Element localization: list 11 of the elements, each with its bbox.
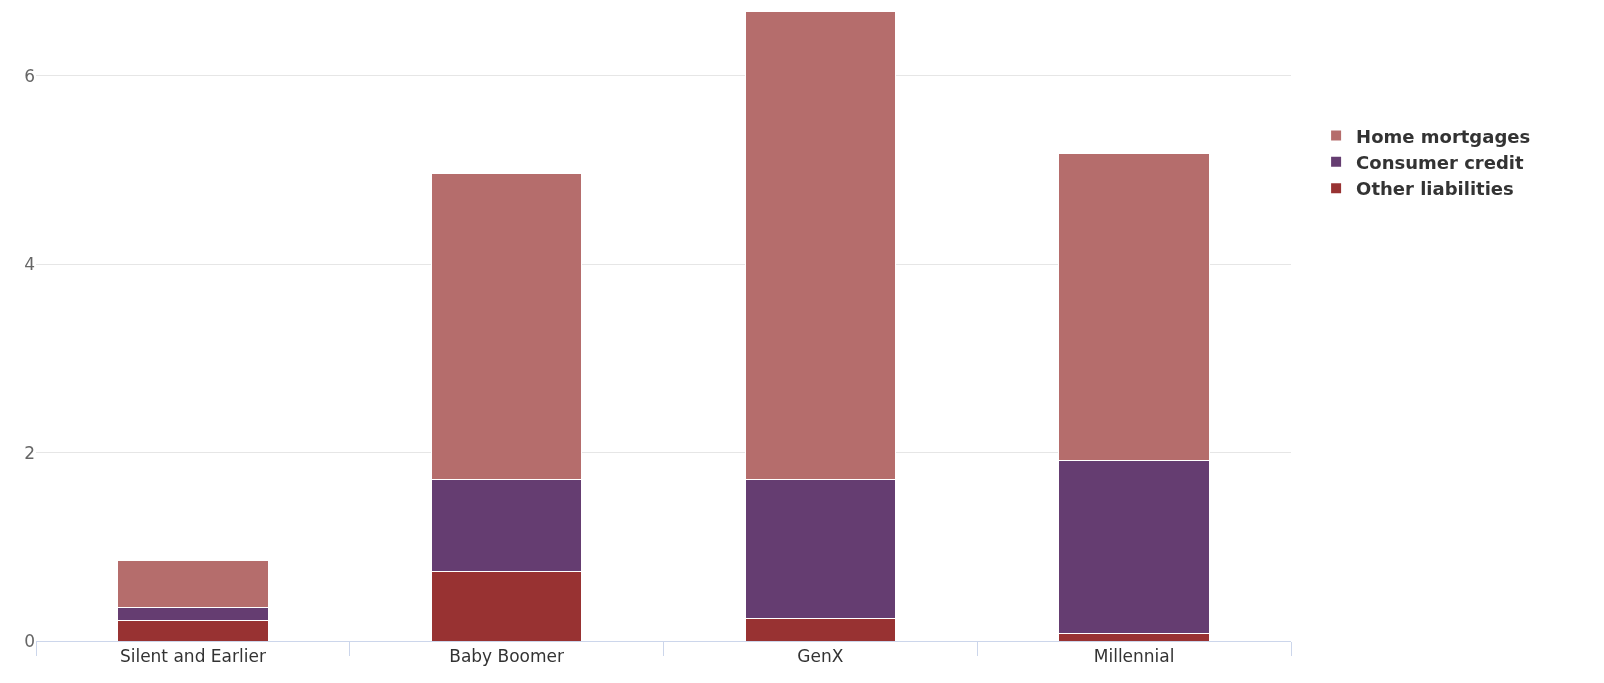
- y-tick-label: 0: [24, 630, 35, 651]
- x-tick-label: Baby Boomer: [449, 646, 565, 667]
- legend-label: Home mortgages: [1356, 125, 1531, 147]
- x-tick-label: Silent and Earlier: [119, 646, 266, 667]
- y-tick-label: 6: [24, 65, 35, 86]
- y-tick-label: 4: [24, 254, 35, 275]
- legend-label: Other liabilities: [1356, 178, 1514, 200]
- x-tick-label: Millennial: [1093, 646, 1175, 667]
- x-tick-label: GenX: [797, 646, 844, 667]
- y-tick-label: 2: [24, 442, 35, 463]
- legend-label: Consumer credit: [1356, 151, 1524, 173]
